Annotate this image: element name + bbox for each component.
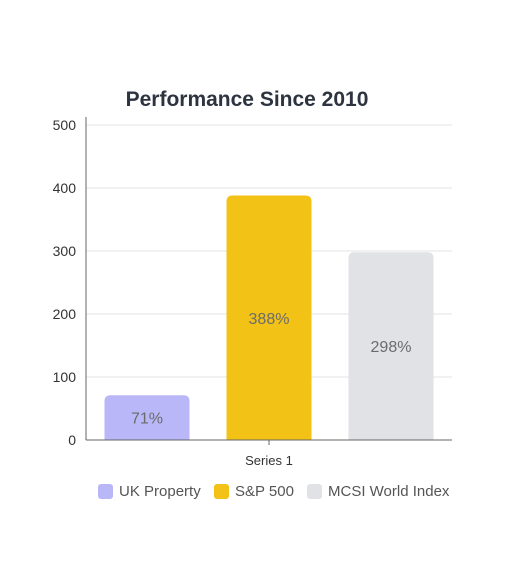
legend-label: MCSI World Index xyxy=(328,483,450,500)
y-tick-label: 300 xyxy=(53,243,77,259)
y-tick-label: 0 xyxy=(68,432,76,448)
legend-item: MCSI World Index xyxy=(307,483,450,500)
axes xyxy=(85,117,452,445)
data-label: 298% xyxy=(371,339,412,356)
bars: 71% 388% 298% xyxy=(104,195,434,440)
y-tick-label: 400 xyxy=(53,180,77,196)
data-label: 388% xyxy=(249,311,290,328)
legend-label: UK Property xyxy=(119,483,201,500)
legend-label: S&P 500 xyxy=(235,483,294,500)
legend-swatch xyxy=(214,484,229,499)
x-axis-categories: Series 1 xyxy=(245,453,293,468)
legend-swatch xyxy=(98,484,113,499)
x-category-label: Series 1 xyxy=(245,453,293,468)
bar-s-p-500 xyxy=(226,195,312,440)
y-tick-label: 500 xyxy=(53,117,77,133)
legend-item: S&P 500 xyxy=(214,483,294,500)
bar-mcsi-world-index xyxy=(348,252,434,440)
y-axis-ticks: 0 100 200 300 400 500 xyxy=(53,117,77,448)
data-label: 71% xyxy=(131,411,163,428)
legend-item: UK Property xyxy=(98,483,201,500)
bar-uk-property xyxy=(104,395,190,440)
y-tick-label: 200 xyxy=(53,306,77,322)
legend-swatch xyxy=(307,484,322,499)
chart-title: Performance Since 2010 xyxy=(126,88,369,111)
y-tick-label: 100 xyxy=(53,369,77,385)
legend: UK Property S&P 500 MCSI World Index xyxy=(98,483,450,500)
